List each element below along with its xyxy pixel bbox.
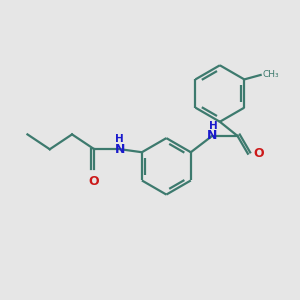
Text: N: N <box>207 129 217 142</box>
Text: CH₃: CH₃ <box>262 70 279 80</box>
Text: H: H <box>209 121 218 131</box>
Text: O: O <box>88 176 99 188</box>
Text: N: N <box>115 143 126 156</box>
Text: H: H <box>115 134 124 144</box>
Text: O: O <box>253 147 264 160</box>
